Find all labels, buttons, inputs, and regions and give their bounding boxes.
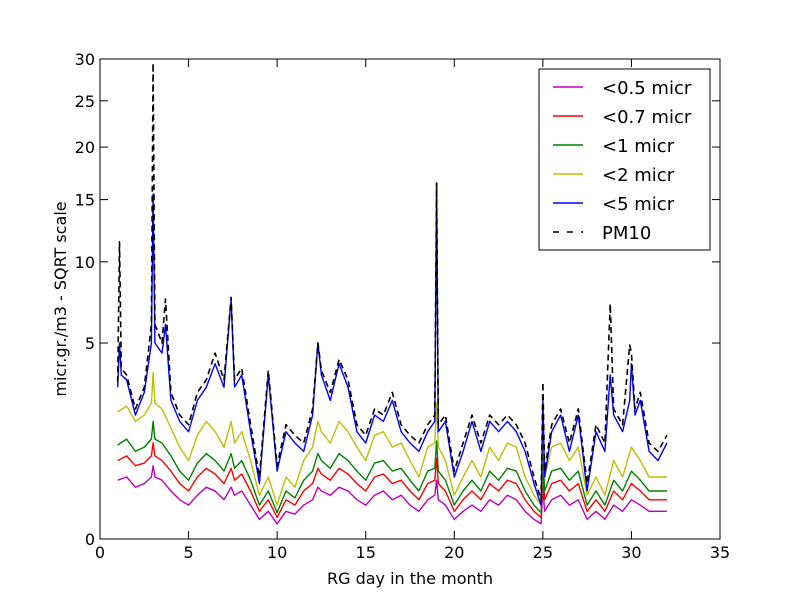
y-tick-label: 5 [85,334,95,353]
series-line-1 [117,442,667,519]
x-tick-label: 30 [621,543,641,562]
x-tick-label: 35 [710,543,730,562]
x-tick-label: 10 [267,543,287,562]
legend-label: <0.7 micr [602,107,692,128]
plot-frame [99,58,721,540]
series-line-0 [117,465,667,525]
series-line-2 [117,420,667,514]
y-tick-label: 0 [85,530,95,549]
x-tick-label: 15 [356,543,376,562]
y-tick-label: 25 [75,92,95,111]
legend-label: <1 micr [602,136,675,157]
legend: <0.5 micr <0.7 micr <1 micr <2 micr <5 micr P… [538,68,711,251]
x-axis-ticks: 0 5 10 15 20 25 30 35 [95,59,730,562]
legend-label: <5 micr [602,194,675,215]
y-axis-label: micr.gr./m3 - SQRT scale [51,201,70,396]
legend-label: PM10 [602,223,651,244]
plot-lines [116,62,668,525]
x-tick-label: 0 [95,543,105,562]
series-line-3 [117,372,667,506]
legend-box [538,68,711,251]
y-tick-label: 15 [75,191,95,210]
series-line-5 [116,62,668,501]
y-tick-label: 20 [75,138,95,157]
legend-label: <2 micr [602,165,675,186]
y-tick-label: 10 [75,253,95,272]
y-tick-label: 30 [75,50,95,69]
y-axis-ticks: 0 5 10 15 20 25 30 [75,50,720,549]
x-axis-label: RG day in the month [327,569,493,588]
x-tick-label: 5 [183,543,193,562]
legend-label: <0.5 micr [602,78,692,99]
x-tick-label: 20 [444,543,464,562]
x-tick-label: 25 [533,543,553,562]
